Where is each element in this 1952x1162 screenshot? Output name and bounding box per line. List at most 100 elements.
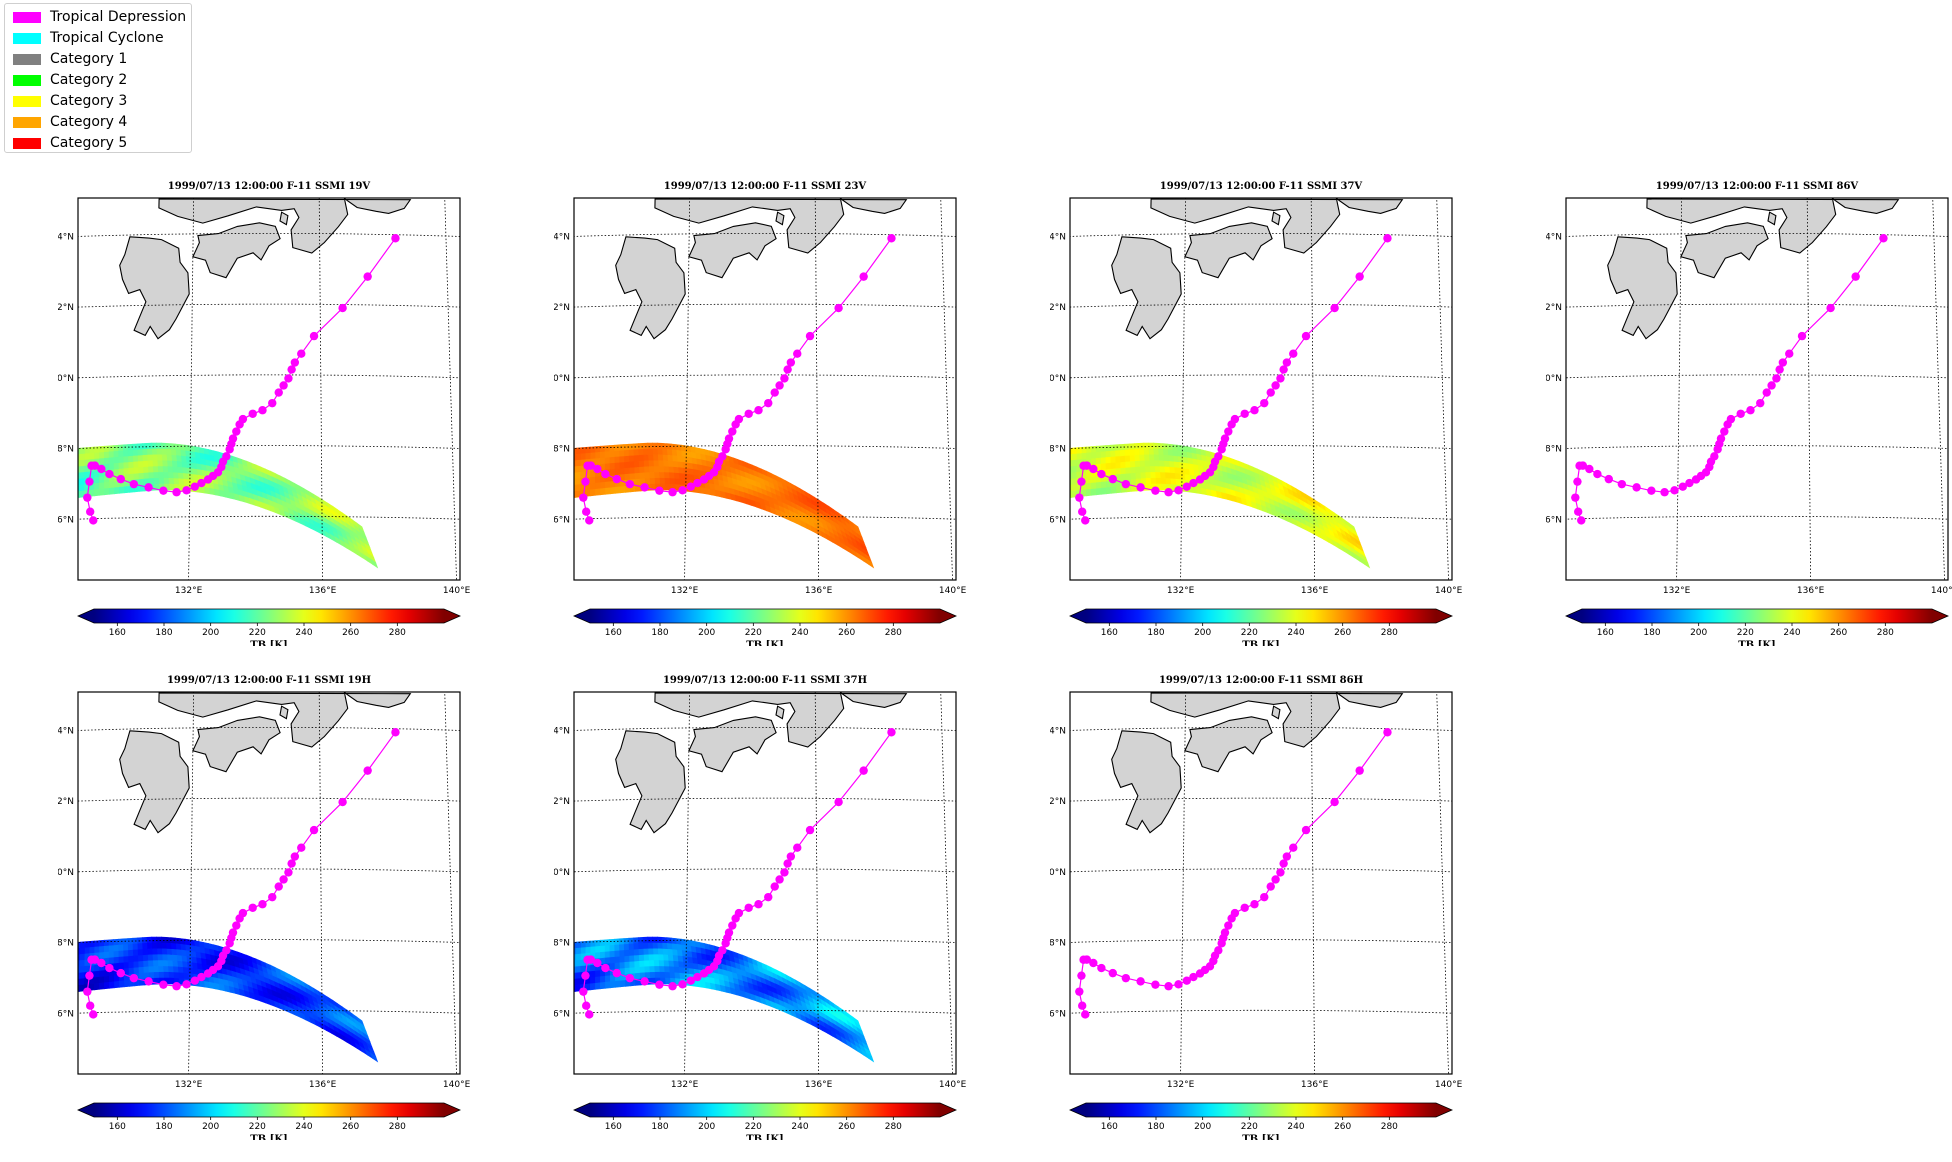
track-point <box>764 398 773 408</box>
graticule-lon <box>188 198 195 580</box>
swath-cell <box>147 454 154 462</box>
swath-cell <box>624 467 631 475</box>
lat-tick-label: 28°N <box>58 445 74 455</box>
swath-cell <box>108 457 115 465</box>
lat-tick-label: 32°N <box>1546 303 1562 313</box>
colorbar-tick-label: 220 <box>1241 1122 1258 1132</box>
track-point <box>1301 331 1311 341</box>
legend-label: Category 1 <box>50 51 128 67</box>
track-point <box>258 406 267 415</box>
track-point <box>172 488 181 497</box>
lon-tick-label: 140°E <box>1435 1080 1463 1090</box>
track-point <box>90 461 100 470</box>
swath-cell <box>79 947 86 955</box>
track-point <box>686 976 695 985</box>
swath-cell <box>1076 471 1082 479</box>
map-panel-svg: 1999/07/13 12:00:00 F-11 SSMI 19V 26°N 28°… <box>58 181 471 646</box>
swath-cell <box>604 451 611 459</box>
swath-cell <box>113 944 120 952</box>
colorbar-bar <box>590 1103 940 1117</box>
graticule-lat <box>1070 303 1452 308</box>
lon-tick-label: 140°E <box>443 586 471 596</box>
track-point <box>693 478 702 488</box>
swath-cell <box>104 481 110 490</box>
track-point <box>116 474 125 484</box>
swath-cell <box>79 965 86 974</box>
colorbar-tick-label: 260 <box>1334 628 1351 638</box>
track-point <box>786 358 796 367</box>
swath-cell <box>78 484 80 492</box>
swath-cell <box>151 936 158 944</box>
swath-cell <box>633 443 639 451</box>
track-point <box>1670 486 1679 495</box>
swath-cell <box>99 482 105 490</box>
track-point <box>363 272 372 281</box>
track-point <box>1289 349 1298 358</box>
swath-cell <box>1150 472 1157 479</box>
colorbar-tick-label: 160 <box>109 1122 126 1132</box>
swath-cell <box>595 458 601 466</box>
swath-cell <box>158 477 165 485</box>
lat-tick-label: 32°N <box>58 303 74 313</box>
swath-cell <box>143 466 150 474</box>
swath-cell <box>648 454 655 462</box>
track-point <box>744 903 753 912</box>
honshu-land <box>1150 692 1404 748</box>
track-point <box>1075 987 1084 996</box>
track-point <box>86 507 95 516</box>
swath-cell <box>94 946 100 954</box>
swath-cell <box>156 448 163 456</box>
swath-cell <box>79 459 86 467</box>
swath-cell <box>1081 452 1088 460</box>
track-point <box>1289 843 1298 852</box>
swath-cell <box>146 936 153 944</box>
swath-cell <box>1085 488 1092 497</box>
swath-cell <box>1125 467 1132 475</box>
graticule-lat <box>1566 515 1948 520</box>
swath-cell <box>614 462 621 470</box>
lat-tick-label: 34°N <box>58 726 74 736</box>
swath-cell <box>119 486 125 494</box>
swath-cell <box>1110 456 1117 464</box>
swath-cell <box>658 960 665 967</box>
swath-cell <box>609 456 616 464</box>
colorbar-tick-label: 240 <box>295 1122 312 1132</box>
colorbar-tick-label: 280 <box>389 1122 406 1132</box>
track-point <box>1260 398 1269 408</box>
swath-cell <box>619 962 626 970</box>
swath-cell <box>614 962 621 970</box>
swath-cell <box>158 472 165 479</box>
map-area <box>1566 198 1948 580</box>
swath-cell <box>662 948 669 956</box>
track-point <box>309 825 319 835</box>
map-area <box>1070 692 1452 1074</box>
swath-cell <box>104 945 110 953</box>
swath-cell <box>108 951 115 959</box>
track-point <box>1108 968 1117 978</box>
swath-cell <box>648 466 655 473</box>
swath-cell <box>580 453 587 461</box>
swath-cell <box>628 949 635 957</box>
swath-cell <box>595 945 601 954</box>
swath-cell <box>1159 460 1166 468</box>
swath-cell <box>161 942 168 950</box>
colorbar-tick-label: 220 <box>745 628 762 638</box>
track-point <box>90 955 100 964</box>
category-legend: Tropical Depression Tropical Cyclone Cat… <box>4 3 192 153</box>
swath-cell <box>99 970 105 978</box>
swath-cell <box>1129 443 1135 451</box>
swath-cell <box>118 450 124 458</box>
swath-cell <box>1070 472 1073 480</box>
swath-cell <box>653 466 660 473</box>
swath-cell <box>618 444 625 452</box>
swath-cell <box>620 980 626 988</box>
swath-cell <box>156 936 163 944</box>
swath-cell <box>654 477 661 485</box>
graticule-lat <box>78 515 460 520</box>
track-point <box>783 365 792 374</box>
swath-cell <box>168 472 175 479</box>
swath-cell <box>595 976 601 984</box>
swath-cell <box>138 478 145 486</box>
swath-cell <box>614 956 621 964</box>
colorbar-label: TB [K] <box>1242 1134 1280 1140</box>
